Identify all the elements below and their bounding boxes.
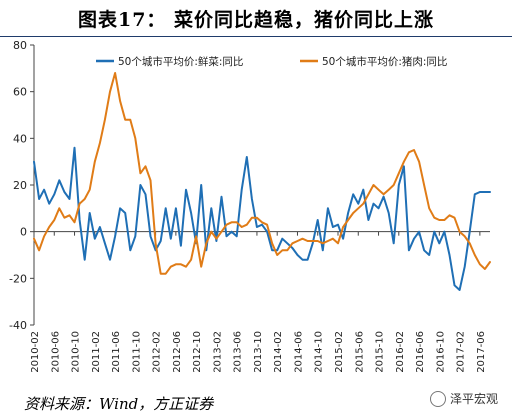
chart-legend: 50个城市平均价:鲜菜:同比 50个城市平均价:猪肉:同比: [96, 55, 447, 68]
series-layer: [33, 72, 491, 291]
x-tick-label: 2014-10: [314, 331, 325, 373]
x-tick-label: 2012-10: [192, 331, 203, 373]
x-tick-label: 2012-06: [172, 331, 183, 373]
x-tick-label: 2017-06: [476, 331, 487, 373]
wechat-logo-icon: [429, 390, 446, 407]
y-tick-label: -20: [9, 272, 27, 285]
x-tick-label: 2013-06: [233, 331, 244, 373]
y-tick-label: 80: [13, 39, 27, 52]
y-tick-label: 40: [13, 132, 27, 145]
x-tick-label: 2015-06: [354, 331, 365, 373]
title-divider: [0, 36, 512, 37]
x-tick-label: 2016-02: [395, 331, 406, 373]
line-chart: -40 -20 0 20 40 60 80 2010-02 2010-06 2010-10 2011…: [9, 39, 491, 373]
x-tick-label: 2017-02: [456, 331, 467, 373]
x-tick-label: 2011-10: [131, 331, 142, 373]
y-tick-label: 60: [13, 86, 27, 99]
x-tick-label: 2015-10: [375, 331, 386, 373]
series-line-vegetables: [33, 146, 491, 291]
chart-title: 图表17： 菜价同比趋稳，猪价同比上涨: [77, 8, 435, 31]
y-tick-label: 0: [20, 226, 27, 239]
x-tick-label: 2013-10: [253, 331, 264, 373]
x-tick-label: 2013-02: [212, 331, 223, 373]
x-tick-label: 2016-06: [415, 331, 426, 373]
legend-label: 50个城市平均价:猪肉:同比: [322, 55, 447, 68]
series-line-pork: [33, 72, 491, 275]
watermark-text: 泽平宏观: [449, 392, 498, 406]
x-tick-label: 2016-10: [435, 331, 446, 373]
x-tick-label: 2012-02: [152, 331, 163, 373]
x-tick-label: 2010-10: [71, 331, 82, 373]
x-tick-label: 2014-06: [293, 331, 304, 373]
x-tick-label: 2011-06: [111, 331, 122, 373]
y-tick-label: -40: [9, 319, 27, 332]
x-tick-label: 2010-06: [50, 331, 61, 373]
watermark: 泽平宏观: [429, 390, 498, 407]
legend-label: 50个城市平均价:鲜菜:同比: [118, 55, 243, 68]
x-tick-label: 2010-02: [30, 331, 41, 373]
y-tick-label: 20: [13, 179, 27, 192]
x-tick-label: 2015-02: [334, 331, 345, 373]
source-note: 资料来源：Wind，方正证券: [24, 395, 214, 413]
x-tick-label: 2014-02: [273, 331, 284, 373]
chart-axes: -40 -20 0 20 40 60 80 2010-02 2010-06 2010-10 2011…: [9, 39, 490, 373]
x-tick-label: 2011-02: [91, 331, 102, 373]
